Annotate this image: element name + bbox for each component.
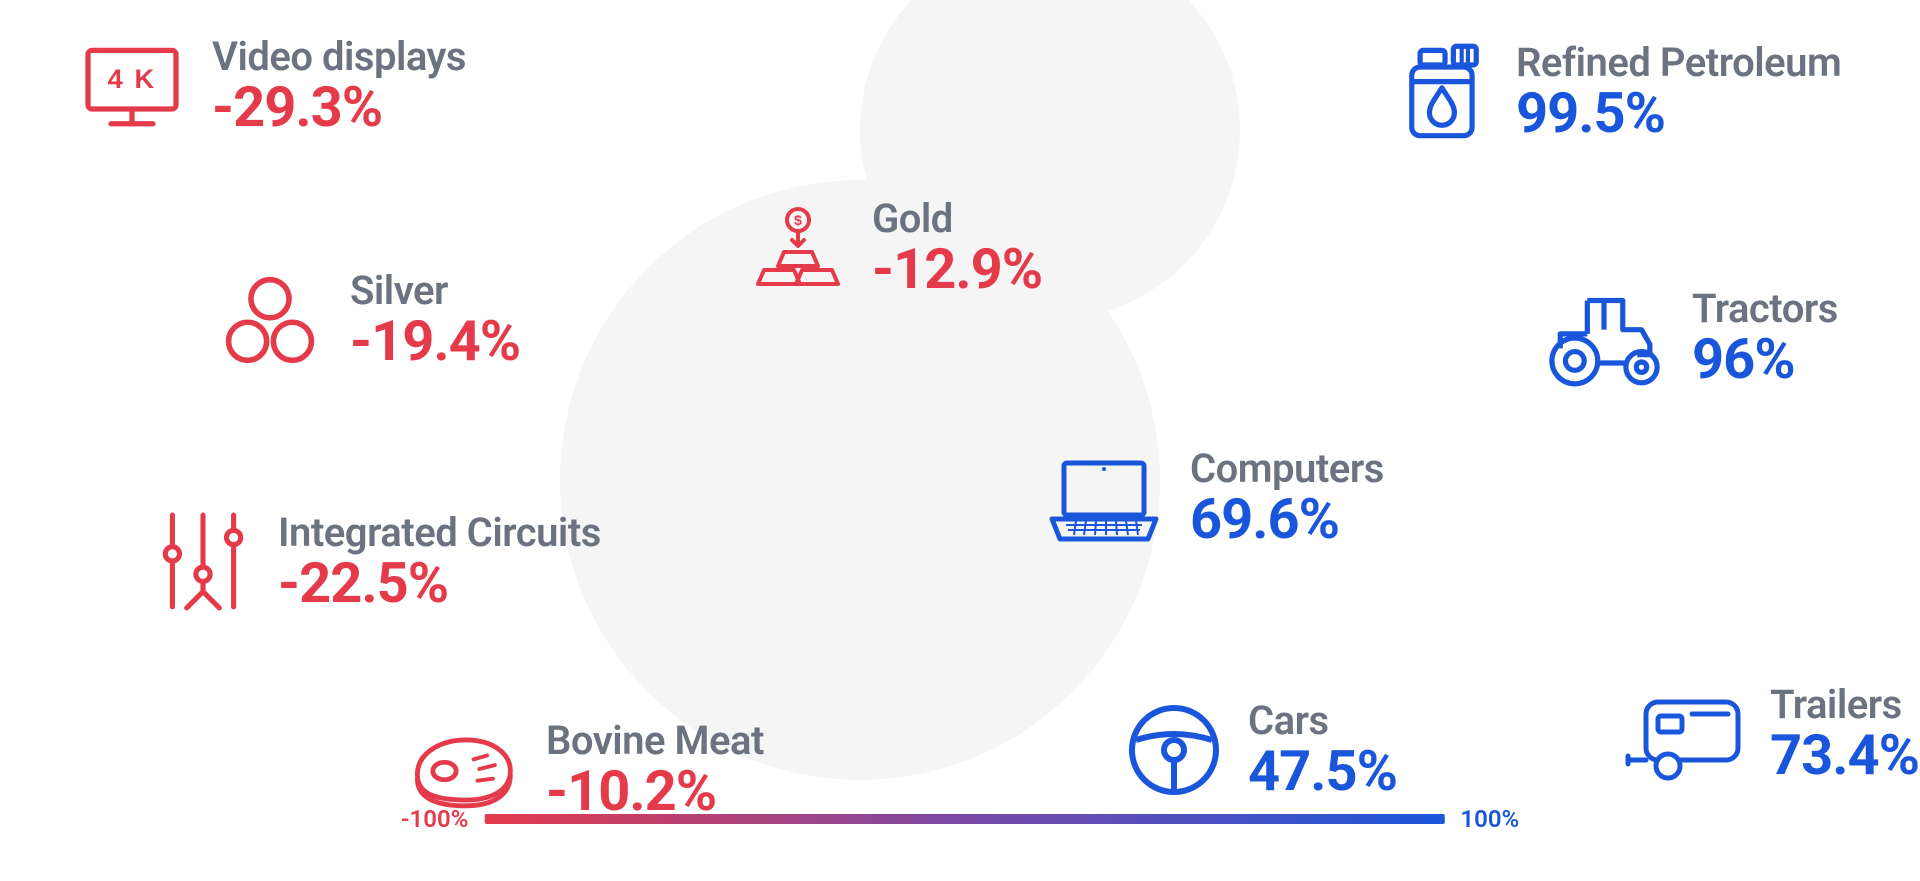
item-label: Cars — [1248, 700, 1397, 742]
trailer-icon — [1622, 686, 1746, 782]
item-video-displays: Video displays-29.3% — [76, 36, 466, 137]
item-label: Silver — [350, 270, 520, 312]
monitor-4k-icon — [76, 42, 188, 130]
item-value: 69.6% — [1190, 490, 1384, 549]
item-label: Integrated Circuits — [278, 512, 601, 554]
item-integrated-circuits: Integrated Circuits-22.5% — [152, 508, 601, 616]
item-computers: Computers69.6% — [1042, 448, 1384, 549]
item-label: Video displays — [212, 36, 466, 78]
item-silver: Silver-19.4% — [214, 268, 520, 372]
gradient-scale: -100% 100% — [401, 805, 1519, 833]
gradient-bar — [484, 814, 1444, 824]
item-value: -12.9% — [872, 240, 1042, 299]
steering-icon — [1124, 700, 1224, 800]
silver-icon — [214, 268, 326, 372]
item-label: Tractors — [1692, 288, 1838, 330]
item-value: 99.5% — [1516, 84, 1841, 143]
item-trailers: Trailers73.4% — [1622, 684, 1919, 785]
item-value: -22.5% — [278, 554, 601, 613]
item-value: 73.4% — [1770, 726, 1919, 785]
tractor-icon — [1540, 288, 1668, 388]
item-cars: Cars47.5% — [1124, 700, 1397, 801]
item-label: Trailers — [1770, 684, 1919, 726]
item-label: Refined Petroleum — [1516, 42, 1841, 84]
gradient-right-label: 100% — [1460, 805, 1519, 833]
item-label: Bovine Meat — [546, 720, 764, 762]
oil-can-icon — [1396, 40, 1492, 144]
item-refined-petroleum: Refined Petroleum99.5% — [1396, 40, 1841, 144]
item-value: -29.3% — [212, 78, 466, 137]
meat-icon — [398, 726, 522, 814]
gradient-left-label: -100% — [401, 805, 469, 833]
item-value: 96% — [1692, 330, 1838, 389]
item-label: Computers — [1190, 448, 1384, 490]
gold-bars-icon — [748, 202, 848, 294]
laptop-icon — [1042, 450, 1166, 546]
item-gold: Gold-12.9% — [748, 198, 1042, 299]
item-label: Gold — [872, 198, 1042, 240]
circuit-icon — [152, 508, 254, 616]
item-tractors: Tractors96% — [1540, 288, 1838, 389]
item-value: 47.5% — [1248, 742, 1397, 801]
item-value: -19.4% — [350, 312, 520, 371]
